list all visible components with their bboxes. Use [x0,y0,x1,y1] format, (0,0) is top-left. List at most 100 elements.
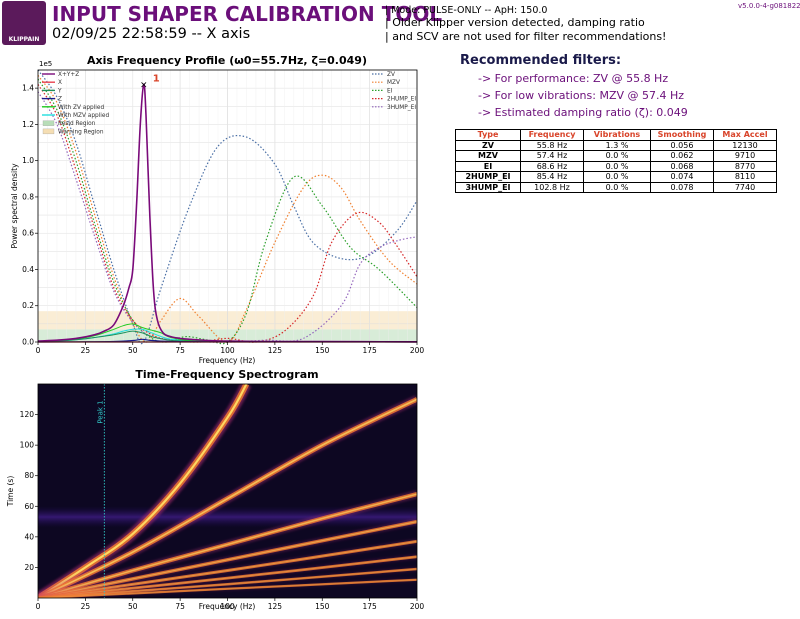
recommendation-performance: -> For performance: ZV @ 55.8 Hz [478,72,669,85]
psd-y-tick-label: 0.8 [22,192,34,201]
table-row: 3HUMP_EI 102.8 Hz 0.0 % 0.078 7740 [455,181,777,193]
legend-label: Z [58,97,62,103]
psd-x-ticks: 0 25 50 75 100 125 150 175 200 [36,342,425,355]
table-row: MZV 57.4 Hz 0.0 % 0.062 9710 [455,150,777,162]
app-title: INPUT SHAPER CALIBRATION TOOL [52,2,443,26]
spectrogram-y-tick-label: 20 [24,563,34,572]
table-header-row: Type Frequency Vibrations Smoothing Max … [455,129,777,141]
psd-series-zv [37,69,418,345]
legend-label: With ZV applied [58,105,104,111]
spectrogram-x-tick-label: 175 [362,602,377,611]
psd-peak-marker: × [140,81,148,91]
legend-label: 3HUMP_EI [387,105,416,111]
spectrogram-sweep-core-7 [38,579,417,598]
psd-y-tick-label: 1.4 [22,84,34,93]
spectrogram-sweeps [38,384,417,598]
psd-series-x-y-z [37,83,418,343]
psd-x-label: Frequency (Hz) [199,356,256,365]
psd-x-tick-label: 50 [128,346,138,355]
cell-max-accel: 12130 [713,139,777,151]
table-row: ZV 55.8 Hz 1.3 % 0.056 12130 [455,139,777,151]
psd-y-tick-label: 0.2 [22,301,34,310]
psd-x-tick-label: 0 [36,346,41,355]
spectrogram-x-tick-label: 25 [81,602,91,611]
psd-series-2hump-ei [37,84,418,343]
legend-label: EI [387,88,393,94]
spectrogram-chart: Time-Frequency Spectrogram Peak 1 0 25 50 7… [6,368,424,611]
test-timestamp-axis: 02/09/25 22:58:59 -- X axis [52,26,251,42]
spectrogram-x-ticks: 0 25 50 75 100 125 150 175 200 [36,598,425,611]
spectrogram-x-tick-label: 200 [410,602,425,611]
cell-max-accel: 8770 [713,160,777,172]
psd-legend-right: ZV MZV EI 2HUMP_EI 3HUMP_EI [372,72,416,111]
psd-series-3hump-ei [37,91,418,343]
spectrogram-x-tick-label: 0 [36,602,41,611]
legend-label: Resid Region [58,121,96,127]
klippain-logo [2,1,46,45]
spectrogram-sweep-core-1 [38,398,417,598]
spectrogram-x-tick-label: 150 [315,602,330,611]
spectrogram-sweep-core-2 [38,493,417,598]
spectrogram-x-tick-label: 125 [268,602,283,611]
psd-series-ei [37,78,418,345]
spectrogram-y-tick-label: 80 [24,471,34,480]
spectrogram-x-tick-label: 75 [175,602,185,611]
legend-label: 2HUMP_EI [387,97,416,103]
psd-y-tick-label: 0.6 [22,229,34,238]
version-label: v5.0.0-4-g0818224 [738,2,800,10]
spectrogram-y-label: Time (s) [6,476,15,508]
psd-x-tick-label: 75 [175,346,185,355]
psd-y-multiplier: 1e5 [39,60,52,68]
recommendations-title: Recommended filters: [460,53,622,68]
legend-label: X [58,80,62,86]
psd-peak-label: 1 [153,74,160,85]
spectrogram-y-ticks: 20 40 60 80 100 120 [20,410,38,572]
psd-peak: ×1 [140,74,160,91]
psd-x-tick-label: 25 [81,346,91,355]
table-row: 2HUMP_EI 85.4 Hz 0.0 % 0.074 8110 [455,171,777,183]
psd-legend-left: X+Y+Z XYZ With ZV applied With MZV applied R… [42,72,109,135]
spectrogram-peak-label: Peak 1 [96,400,104,423]
spectrogram-peak-marker: Peak 1 [96,384,105,598]
psd-y-tick-label: 0.4 [22,265,34,274]
recommendation-damping: -> Estimated damping ratio (ζ): 0.049 [478,106,688,119]
legend-label: With MZV applied [58,113,109,119]
version-warning-line-2: | and SCV are not used for filter recomm… [385,30,667,43]
legend-swatch [42,120,55,126]
cell-max-accel: 9710 [713,150,777,162]
legend-label: ZV [387,72,395,78]
legend-label: Warning Region [58,129,104,135]
legend-label: MZV [387,80,400,86]
recommendation-low-vibrations: -> For low vibrations: MZV @ 57.4 Hz [478,89,685,102]
filters-table: Type Frequency Vibrations Smoothing Max … [455,129,777,193]
version-warning-line-1: | Older Klipper version detected, dampin… [385,16,645,29]
spectrogram-y-tick-label: 40 [24,532,34,541]
psd-x-tick-label: 125 [268,346,283,355]
spectrogram-x-tick-label: 100 [220,602,235,611]
psd-x-tick-label: 200 [410,346,425,355]
spectrogram-x-tick-label: 50 [128,602,138,611]
legend-swatch [42,128,55,135]
psd-x-tick-label: 175 [362,346,377,355]
psd-y-tick-label: 1.0 [22,156,34,165]
psd-x-tick-label: 100 [220,346,235,355]
logo-text: KLIPPAIN [8,36,40,43]
spectrogram-y-tick-label: 60 [24,502,34,511]
legend-label: X+Y+Z [58,72,79,78]
psd-y-tick-label: 1.2 [22,120,34,129]
cell-max-accel: 8110 [713,171,777,183]
spectrogram-title: Time-Frequency Spectrogram [135,368,318,381]
psd-grid [37,69,418,343]
psd-y-tick-label: 0.0 [22,338,34,347]
psd-chart-title: Axis Frequency Profile (ω0=55.7Hz, ζ=0.0… [87,54,367,67]
spectrogram-sweep-7 [38,578,417,598]
table-row: EI 68.6 Hz 0.0 % 0.068 8770 [455,160,777,172]
mode-info: | Mode: PULSE-ONLY -- ApH: 150.0 [385,5,548,16]
spectrogram-x-label: Frequency (Hz) [199,602,256,611]
psd-y-label: Power spectral density [10,163,19,249]
cell-max-accel: 7740 [713,181,777,193]
spectrogram-y-tick-label: 120 [20,410,35,419]
psd-y-ticks: 0.0 0.2 0.4 0.6 0.8 1.0 1.2 1.4 [22,84,38,347]
legend-label: Y [57,88,62,94]
